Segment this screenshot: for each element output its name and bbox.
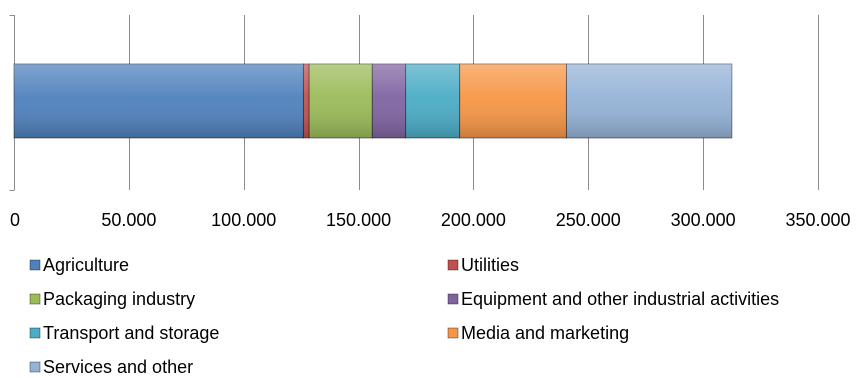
legend-label: Equipment and other industrial activitie… [461, 289, 779, 309]
legend-item-transport-and-storage: Transport and storage [29, 323, 219, 343]
legend-swatch [447, 259, 459, 271]
bar-segment-shading [459, 64, 567, 138]
bar-segment-shading [309, 64, 373, 138]
legend-item-media-and-marketing: Media and marketing [447, 323, 629, 343]
legend-swatch [447, 327, 459, 339]
bar-segment-shading [405, 64, 460, 138]
legend-item-equipment-and-other-industrial-activities: Equipment and other industrial activitie… [447, 289, 779, 309]
legend-label: Media and marketing [461, 323, 629, 343]
legend-label: Services and other [43, 357, 193, 377]
legend-swatch [29, 361, 41, 373]
legend-label: Agriculture [43, 255, 129, 275]
x-tick-label: 100.000 [211, 210, 276, 230]
bar-segments [13, 63, 733, 139]
legend-item-agriculture: Agriculture [29, 255, 129, 275]
legend: Agriculture Utilities Packaging industry Eq… [29, 255, 779, 377]
x-tick-label: 250.000 [556, 210, 621, 230]
legend-item-services-and-other: Services and other [29, 357, 193, 377]
x-tick-label: 0 [10, 210, 20, 230]
legend-item-packaging-industry: Packaging industry [29, 289, 195, 309]
legend-item-utilities: Utilities [447, 255, 519, 275]
x-axis-tick-labels: 0 50.000 100.000 150.000 200.000 250.000 300.0… [10, 210, 851, 230]
x-tick-label: 200.000 [441, 210, 506, 230]
bar-segment-shading [566, 64, 732, 138]
bar-segment-shading [14, 64, 304, 138]
x-tick-label: 50.000 [101, 210, 156, 230]
x-tick-label: 150.000 [326, 210, 391, 230]
legend-swatch [447, 293, 459, 305]
legend-label: Transport and storage [43, 323, 219, 343]
legend-swatch [29, 293, 41, 305]
x-tick-label: 300.000 [671, 210, 736, 230]
bar-segment-shading [303, 64, 310, 138]
x-tick-label: 350.000 [785, 210, 850, 230]
legend-swatch [29, 327, 41, 339]
legend-swatch [29, 259, 41, 271]
bar-segment-shading [372, 64, 406, 138]
legend-label: Packaging industry [43, 289, 195, 309]
legend-label: Utilities [461, 255, 519, 275]
